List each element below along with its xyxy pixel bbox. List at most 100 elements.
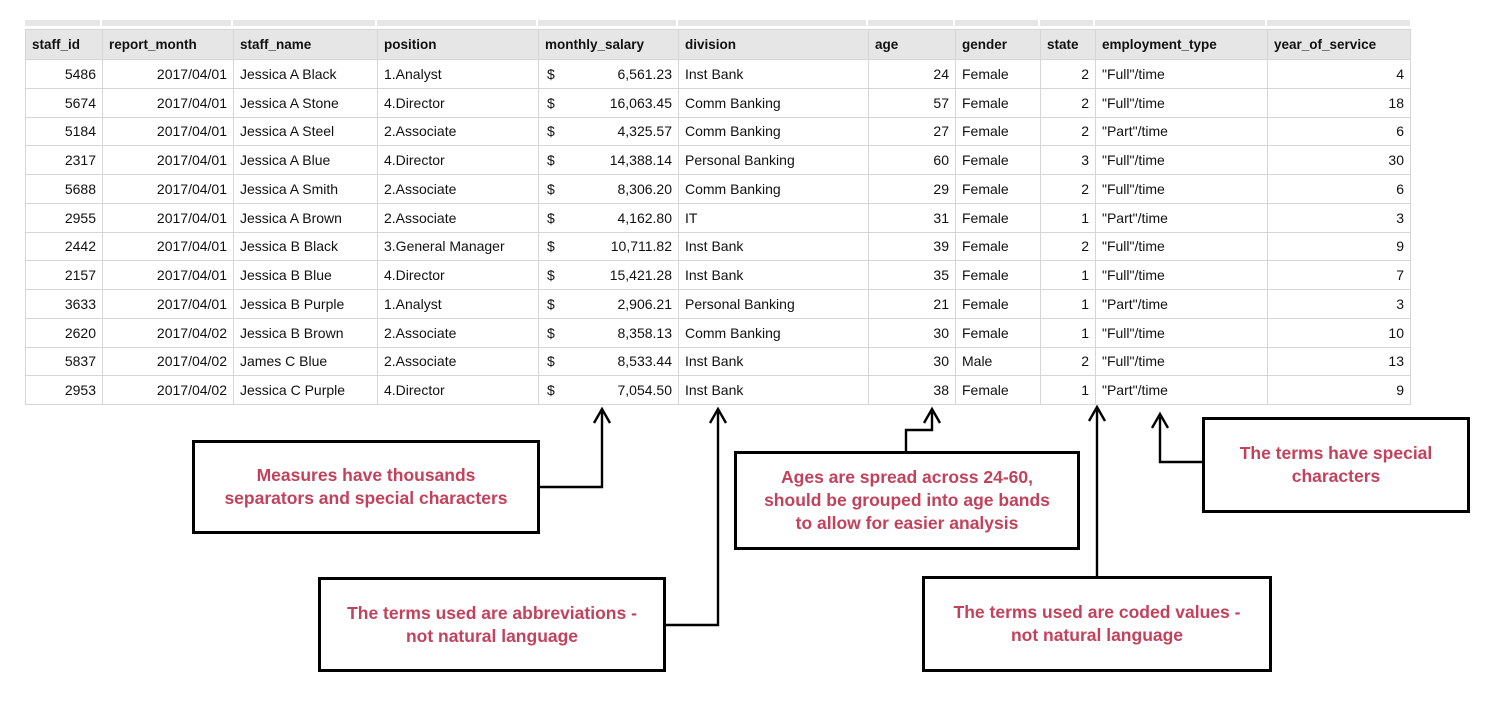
- cell-position[interactable]: 4.Director: [377, 88, 539, 118]
- column-header-state[interactable]: state: [1040, 29, 1096, 60]
- cell-age[interactable]: 21: [868, 289, 956, 319]
- cell-report_month[interactable]: 2017/04/01: [102, 203, 234, 233]
- column-header-employment_type[interactable]: employment_type: [1095, 29, 1268, 60]
- cell-position[interactable]: 1.Analyst: [377, 289, 539, 319]
- column-header-staff_name[interactable]: staff_name: [233, 29, 378, 60]
- column-header-position[interactable]: position: [377, 29, 539, 60]
- cell-year_of_service[interactable]: 9: [1267, 232, 1411, 262]
- column-header-monthly_salary[interactable]: monthly_salary: [538, 29, 679, 60]
- cell-gender[interactable]: Female: [955, 260, 1041, 290]
- column-header-division[interactable]: division: [678, 29, 869, 60]
- cell-report_month[interactable]: 2017/04/01: [102, 88, 234, 118]
- cell-age[interactable]: 24: [868, 59, 956, 89]
- cell-year_of_service[interactable]: 13: [1267, 347, 1411, 377]
- cell-monthly-salary[interactable]: $15,421.28: [538, 260, 679, 290]
- cell-monthly-salary[interactable]: $7,054.50: [538, 375, 679, 405]
- cell-age[interactable]: 57: [868, 88, 956, 118]
- cell-state[interactable]: 1: [1040, 318, 1096, 348]
- cell-state[interactable]: 1: [1040, 289, 1096, 319]
- cell-monthly-salary[interactable]: $4,325.57: [538, 117, 679, 147]
- cell-report_month[interactable]: 2017/04/02: [102, 347, 234, 377]
- cell-gender[interactable]: Female: [955, 88, 1041, 118]
- cell-employment_type[interactable]: "Full"/time: [1095, 318, 1268, 348]
- cell-employment_type[interactable]: "Full"/time: [1095, 88, 1268, 118]
- cell-year_of_service[interactable]: 3: [1267, 203, 1411, 233]
- column-header-year_of_service[interactable]: year_of_service: [1267, 29, 1411, 60]
- cell-state[interactable]: 2: [1040, 59, 1096, 89]
- cell-gender[interactable]: Female: [955, 117, 1041, 147]
- cell-employment_type[interactable]: "Full"/time: [1095, 347, 1268, 377]
- cell-report_month[interactable]: 2017/04/01: [102, 289, 234, 319]
- cell-year_of_service[interactable]: 18: [1267, 88, 1411, 118]
- cell-monthly-salary[interactable]: $2,906.21: [538, 289, 679, 319]
- cell-age[interactable]: 35: [868, 260, 956, 290]
- cell-staff_name[interactable]: Jessica B Purple: [233, 289, 378, 319]
- cell-age[interactable]: 29: [868, 174, 956, 204]
- cell-position[interactable]: 2.Associate: [377, 347, 539, 377]
- cell-monthly-salary[interactable]: $8,358.13: [538, 318, 679, 348]
- cell-employment_type[interactable]: "Full"/time: [1095, 174, 1268, 204]
- cell-state[interactable]: 1: [1040, 375, 1096, 405]
- cell-age[interactable]: 30: [868, 347, 956, 377]
- cell-position[interactable]: 3.General Manager: [377, 232, 539, 262]
- cell-division[interactable]: Inst Bank: [678, 260, 869, 290]
- cell-gender[interactable]: Male: [955, 347, 1041, 377]
- cell-division[interactable]: Comm Banking: [678, 174, 869, 204]
- cell-position[interactable]: 1.Analyst: [377, 59, 539, 89]
- cell-division[interactable]: Comm Banking: [678, 318, 869, 348]
- column-header-age[interactable]: age: [868, 29, 956, 60]
- cell-staff_name[interactable]: Jessica A Blue: [233, 145, 378, 175]
- cell-state[interactable]: 2: [1040, 174, 1096, 204]
- cell-position[interactable]: 4.Director: [377, 375, 539, 405]
- cell-employment_type[interactable]: "Full"/time: [1095, 232, 1268, 262]
- cell-staff_name[interactable]: Jessica A Steel: [233, 117, 378, 147]
- cell-monthly-salary[interactable]: $6,561.23: [538, 59, 679, 89]
- cell-staff_name[interactable]: Jessica A Smith: [233, 174, 378, 204]
- cell-monthly-salary[interactable]: $14,388.14: [538, 145, 679, 175]
- cell-age[interactable]: 30: [868, 318, 956, 348]
- cell-employment_type[interactable]: "Full"/time: [1095, 59, 1268, 89]
- cell-gender[interactable]: Female: [955, 145, 1041, 175]
- cell-staff_name[interactable]: Jessica B Black: [233, 232, 378, 262]
- column-header-report_month[interactable]: report_month: [102, 29, 234, 60]
- cell-state[interactable]: 1: [1040, 260, 1096, 290]
- cell-division[interactable]: Comm Banking: [678, 117, 869, 147]
- cell-state[interactable]: 2: [1040, 347, 1096, 377]
- cell-year_of_service[interactable]: 30: [1267, 145, 1411, 175]
- cell-staff_name[interactable]: Jessica A Black: [233, 59, 378, 89]
- cell-state[interactable]: 2: [1040, 232, 1096, 262]
- cell-staff_id[interactable]: 5837: [25, 347, 103, 377]
- column-header-staff_id[interactable]: staff_id: [25, 29, 103, 60]
- cell-state[interactable]: 3: [1040, 145, 1096, 175]
- cell-staff_id[interactable]: 2442: [25, 232, 103, 262]
- cell-staff_id[interactable]: 2157: [25, 260, 103, 290]
- cell-employment_type[interactable]: "Full"/time: [1095, 260, 1268, 290]
- cell-position[interactable]: 2.Associate: [377, 174, 539, 204]
- cell-employment_type[interactable]: "Part"/time: [1095, 375, 1268, 405]
- cell-division[interactable]: Personal Banking: [678, 289, 869, 319]
- cell-gender[interactable]: Female: [955, 289, 1041, 319]
- cell-report_month[interactable]: 2017/04/01: [102, 174, 234, 204]
- cell-monthly-salary[interactable]: $16,063.45: [538, 88, 679, 118]
- cell-report_month[interactable]: 2017/04/01: [102, 145, 234, 175]
- cell-position[interactable]: 2.Associate: [377, 117, 539, 147]
- cell-division[interactable]: Inst Bank: [678, 59, 869, 89]
- cell-staff_name[interactable]: James C Blue: [233, 347, 378, 377]
- cell-gender[interactable]: Female: [955, 318, 1041, 348]
- column-header-gender[interactable]: gender: [955, 29, 1041, 60]
- cell-report_month[interactable]: 2017/04/02: [102, 318, 234, 348]
- cell-position[interactable]: 2.Associate: [377, 203, 539, 233]
- cell-staff_name[interactable]: Jessica A Stone: [233, 88, 378, 118]
- cell-gender[interactable]: Female: [955, 375, 1041, 405]
- cell-employment_type[interactable]: "Part"/time: [1095, 203, 1268, 233]
- cell-staff_id[interactable]: 2955: [25, 203, 103, 233]
- cell-report_month[interactable]: 2017/04/02: [102, 375, 234, 405]
- cell-gender[interactable]: Female: [955, 174, 1041, 204]
- cell-staff_name[interactable]: Jessica A Brown: [233, 203, 378, 233]
- cell-staff_id[interactable]: 5688: [25, 174, 103, 204]
- cell-division[interactable]: IT: [678, 203, 869, 233]
- cell-state[interactable]: 1: [1040, 203, 1096, 233]
- cell-state[interactable]: 2: [1040, 88, 1096, 118]
- cell-report_month[interactable]: 2017/04/01: [102, 260, 234, 290]
- cell-monthly-salary[interactable]: $8,306.20: [538, 174, 679, 204]
